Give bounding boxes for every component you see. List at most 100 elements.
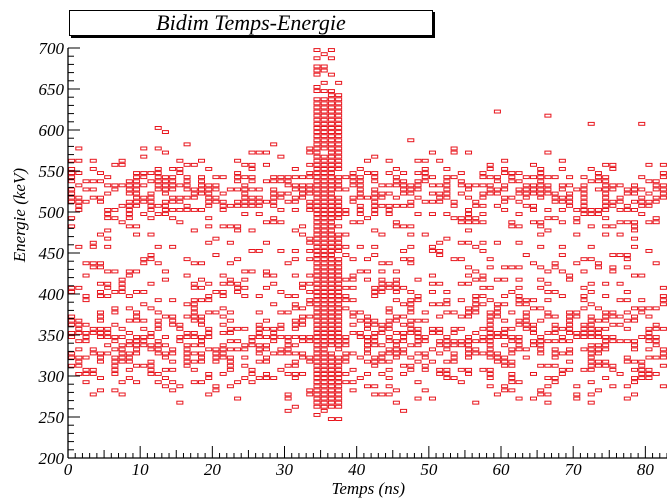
histogram-bin xyxy=(378,290,386,294)
histogram-bin xyxy=(645,376,653,381)
histogram-bin xyxy=(537,183,545,188)
histogram-bin xyxy=(118,162,126,167)
histogram-bin xyxy=(284,339,292,344)
histogram-bin xyxy=(327,162,335,167)
histogram-bin xyxy=(436,195,444,200)
histogram-bin xyxy=(125,294,133,299)
histogram-bin xyxy=(645,347,653,352)
histogram-bin xyxy=(508,376,516,381)
histogram-bin xyxy=(335,134,343,139)
histogram-bin xyxy=(544,150,552,155)
histogram-bin xyxy=(566,351,574,356)
histogram-bin xyxy=(270,191,278,196)
histogram-bin xyxy=(327,363,335,368)
histogram-bin xyxy=(544,281,552,286)
histogram-bin xyxy=(652,187,660,192)
histogram-bin xyxy=(385,171,393,176)
histogram-bin xyxy=(443,347,451,352)
histogram-bin xyxy=(198,175,206,180)
histogram-bin xyxy=(335,400,343,405)
histogram-bin xyxy=(457,367,465,372)
histogram-bin xyxy=(147,363,155,368)
histogram-bin xyxy=(190,306,198,311)
histogram-bin xyxy=(342,285,350,290)
histogram-bin xyxy=(465,281,473,286)
histogram-bin xyxy=(313,64,321,69)
histogram-bin xyxy=(313,355,321,360)
histogram-bin xyxy=(198,183,206,188)
histogram-bin xyxy=(421,388,429,393)
histogram-bin xyxy=(659,175,667,180)
histogram-bin xyxy=(320,175,328,180)
histogram-bin xyxy=(169,359,177,364)
histogram-bin xyxy=(327,232,335,237)
histogram-bin xyxy=(363,216,372,221)
histogram-bin xyxy=(493,392,501,397)
y-axis-title: Energie (keV) xyxy=(10,168,29,264)
histogram-bin xyxy=(277,310,285,315)
histogram-bin xyxy=(407,343,415,348)
histogram-bin xyxy=(133,183,141,188)
histogram-bin xyxy=(645,326,653,331)
histogram-bin xyxy=(154,126,162,130)
histogram-bin xyxy=(306,146,314,151)
histogram-bin xyxy=(313,236,321,241)
histogram-bin xyxy=(313,380,321,385)
histogram-bin xyxy=(472,302,480,307)
histogram-bin xyxy=(75,359,83,364)
histogram-bin xyxy=(306,236,314,241)
histogram-bin xyxy=(363,277,372,282)
histogram-bin xyxy=(638,187,646,192)
histogram-bin xyxy=(161,203,169,208)
histogram-bin xyxy=(335,335,343,340)
histogram-bin xyxy=(335,314,343,319)
histogram-bin xyxy=(320,203,328,208)
histogram-bin xyxy=(313,121,321,126)
histogram-bin xyxy=(544,290,552,294)
histogram-bin xyxy=(154,310,162,315)
histogram-bin xyxy=(515,277,523,282)
histogram-bin xyxy=(508,388,516,393)
histogram-bin xyxy=(400,203,408,208)
histogram-bin xyxy=(400,171,408,176)
histogram-bin xyxy=(638,121,646,126)
histogram-bin xyxy=(68,335,76,340)
histogram-bin xyxy=(241,203,249,208)
histogram-bin xyxy=(118,281,126,286)
histogram-bin xyxy=(472,183,480,188)
histogram-bin xyxy=(313,367,321,372)
histogram-bin xyxy=(205,335,213,340)
histogram-bin xyxy=(631,367,639,372)
histogram-bin xyxy=(190,331,198,335)
histogram-bin xyxy=(486,355,494,360)
histogram-bin xyxy=(226,347,234,352)
histogram-bin xyxy=(270,376,278,381)
histogram-bin xyxy=(356,269,364,274)
histogram-bin xyxy=(219,347,227,352)
histogram-bin xyxy=(205,199,213,204)
histogram-bin xyxy=(587,343,595,348)
histogram-bin xyxy=(587,355,595,360)
histogram-bin xyxy=(198,298,206,303)
histogram-bin xyxy=(176,322,184,327)
histogram-bin xyxy=(284,392,292,397)
histogram-bin xyxy=(335,396,343,401)
histogram-bin xyxy=(205,281,213,286)
histogram-bin xyxy=(450,326,458,331)
histogram-bin xyxy=(623,384,631,389)
histogram-bin xyxy=(161,314,169,319)
histogram-bin xyxy=(645,331,653,335)
histogram-bin xyxy=(566,339,574,344)
histogram-bin xyxy=(659,355,667,360)
histogram-bin xyxy=(457,326,465,331)
histogram-bin xyxy=(645,355,653,360)
histogram-bin xyxy=(342,335,350,340)
histogram-bin xyxy=(111,183,119,188)
histogram-bin xyxy=(183,363,191,368)
histogram-bin xyxy=(638,359,646,364)
histogram-bin xyxy=(515,179,523,184)
histogram-bin xyxy=(104,326,112,331)
histogram-bin xyxy=(587,322,595,327)
histogram-bin xyxy=(234,224,242,229)
histogram-bin xyxy=(443,236,451,241)
